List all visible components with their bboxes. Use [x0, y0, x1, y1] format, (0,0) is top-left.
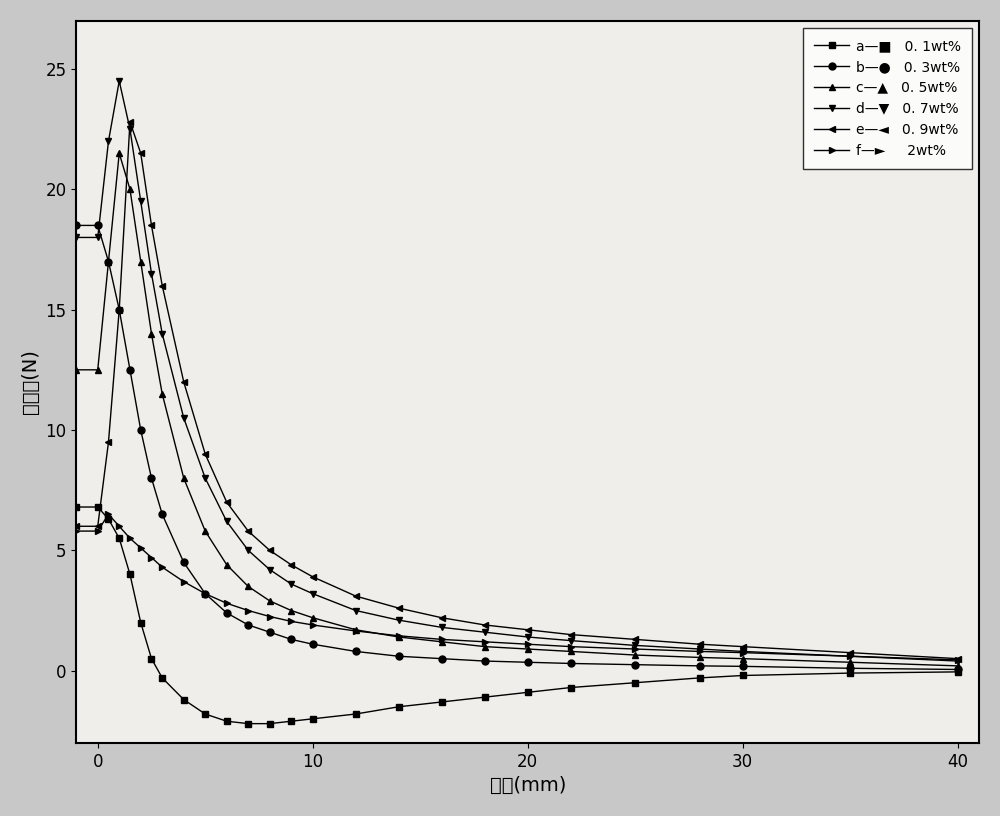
Y-axis label: 磁浮力(N): 磁浮力(N)	[21, 349, 40, 415]
Legend: a—■   0. 1wt%, b—●   0. 3wt%, c—▲   0. 5wt%, d—▼   0. 7wt%, e—◄   0. 9wt%, f—►  : a—■ 0. 1wt%, b—● 0. 3wt%, c—▲ 0. 5wt%, d…	[803, 28, 972, 169]
X-axis label: 距离(mm): 距离(mm)	[490, 776, 566, 795]
